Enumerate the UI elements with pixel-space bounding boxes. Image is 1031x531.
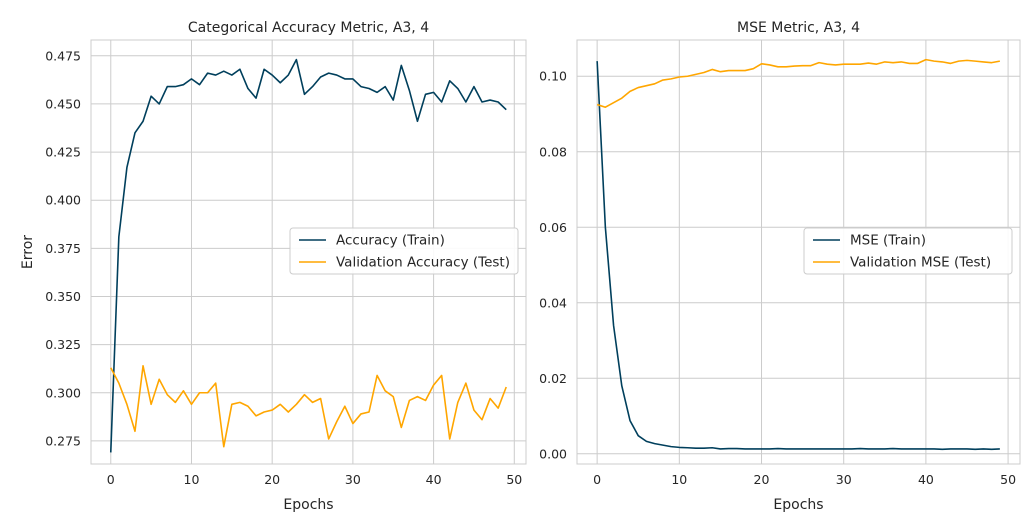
series-line-train (596, 61, 1000, 451)
plot-frame (576, 39, 1021, 465)
plot-frame (90, 39, 527, 465)
x-axis-label: Epochs (283, 497, 333, 513)
y-tick-label: 0.375 (45, 241, 81, 256)
x-tick-label: 0 (593, 472, 601, 487)
y-tick-label: 0.10 (539, 69, 567, 84)
x-tick-label: 0 (107, 472, 115, 487)
x-tick-label: 30 (345, 472, 361, 487)
chart-title: MSE Metric, A3, 4 (737, 20, 860, 36)
y-tick-label: 0.04 (539, 295, 567, 310)
y-tick-label: 0.425 (45, 145, 81, 160)
legend-entry: Accuracy (Train) (336, 233, 445, 249)
x-axis-label: Epochs (773, 497, 823, 513)
legend-box (289, 227, 519, 275)
y-tick-label: 0.275 (45, 433, 81, 448)
y-tick-label: 0.475 (45, 48, 81, 63)
y-tick-label: 0.00 (539, 446, 567, 461)
legend-entry: MSE (Train) (850, 233, 926, 249)
series-line-train (109, 58, 507, 453)
x-tick-label: 20 (754, 472, 770, 487)
x-tick-label: 20 (264, 472, 280, 487)
x-tick-label: 30 (836, 472, 852, 487)
accuracy-chart: 0 10 20 30 40 50 0.275 0.300 0.325 0.350 0.375 0.40… (20, 20, 527, 513)
y-tick-label: 0.325 (45, 337, 81, 352)
x-tick-label: 10 (184, 472, 200, 487)
x-tick-label: 40 (426, 472, 442, 487)
y-tick-label: 0.450 (45, 96, 81, 111)
y-tick-label: 0.08 (539, 144, 567, 159)
y-tick-label: 0.02 (539, 371, 567, 386)
legend-entry: Validation Accuracy (Test) (336, 255, 510, 271)
x-tick-label: 50 (1000, 472, 1016, 487)
legend: MSE (Train) Validation MSE (Test) (803, 227, 1013, 275)
y-tick-label: 0.350 (45, 289, 81, 304)
y-tick-label: 0.300 (45, 385, 81, 400)
y-axis-label: Error (20, 235, 36, 269)
mse-chart: 0 10 20 30 40 50 0.00 0.02 0.04 0.06 0.08 0.10 MSE M… (539, 20, 1021, 513)
y-tick-label: 0.06 (539, 220, 567, 235)
chart-title: Categorical Accuracy Metric, A3, 4 (188, 20, 429, 36)
series-line-test (110, 364, 507, 448)
x-tick-label: 40 (918, 472, 934, 487)
legend-box (803, 227, 1013, 275)
gridlines (577, 40, 1020, 464)
y-tick-label: 0.400 (45, 193, 81, 208)
legend-entry: Validation MSE (Test) (850, 255, 991, 271)
x-tick-label: 50 (506, 472, 522, 487)
x-tick-label: 10 (671, 472, 687, 487)
series-line-test (596, 58, 1001, 109)
legend: Accuracy (Train) Validation Accuracy (Tes… (289, 227, 519, 275)
